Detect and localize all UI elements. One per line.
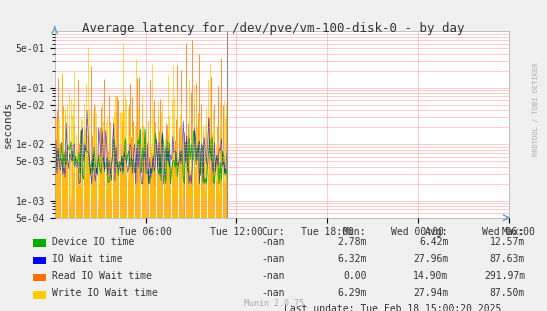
Text: 6.29m: 6.29m [337, 288, 366, 298]
Text: -nan: -nan [261, 237, 284, 247]
Text: 87.50m: 87.50m [490, 288, 525, 298]
Text: 6.42m: 6.42m [419, 237, 449, 247]
Y-axis label: seconds: seconds [3, 101, 13, 148]
Text: Cur:: Cur: [261, 227, 284, 237]
Text: IO Wait time: IO Wait time [52, 254, 123, 264]
Text: 2.78m: 2.78m [337, 237, 366, 247]
Text: Avg:: Avg: [425, 227, 449, 237]
Text: Last update: Tue Feb 18 15:00:20 2025: Last update: Tue Feb 18 15:00:20 2025 [284, 304, 502, 311]
Text: 6.32m: 6.32m [337, 254, 366, 264]
Text: 27.94m: 27.94m [414, 288, 449, 298]
Text: 27.96m: 27.96m [414, 254, 449, 264]
Text: Device IO time: Device IO time [52, 237, 134, 247]
Text: 12.57m: 12.57m [490, 237, 525, 247]
Text: Munin 2.0.75: Munin 2.0.75 [243, 299, 304, 308]
Text: 0.00: 0.00 [343, 271, 366, 281]
Text: Read IO Wait time: Read IO Wait time [52, 271, 152, 281]
Text: Min:: Min: [343, 227, 366, 237]
Text: -nan: -nan [261, 288, 284, 298]
Text: -nan: -nan [261, 254, 284, 264]
Text: Average latency for /dev/pve/vm-100-disk-0 - by day: Average latency for /dev/pve/vm-100-disk… [82, 22, 465, 35]
Text: 87.63m: 87.63m [490, 254, 525, 264]
Text: Max:: Max: [502, 227, 525, 237]
Text: Write IO Wait time: Write IO Wait time [52, 288, 158, 298]
Text: -nan: -nan [261, 271, 284, 281]
Text: 14.90m: 14.90m [414, 271, 449, 281]
Text: 291.97m: 291.97m [484, 271, 525, 281]
Text: RRDTOOL / TOBI OETIKER: RRDTOOL / TOBI OETIKER [533, 62, 539, 156]
